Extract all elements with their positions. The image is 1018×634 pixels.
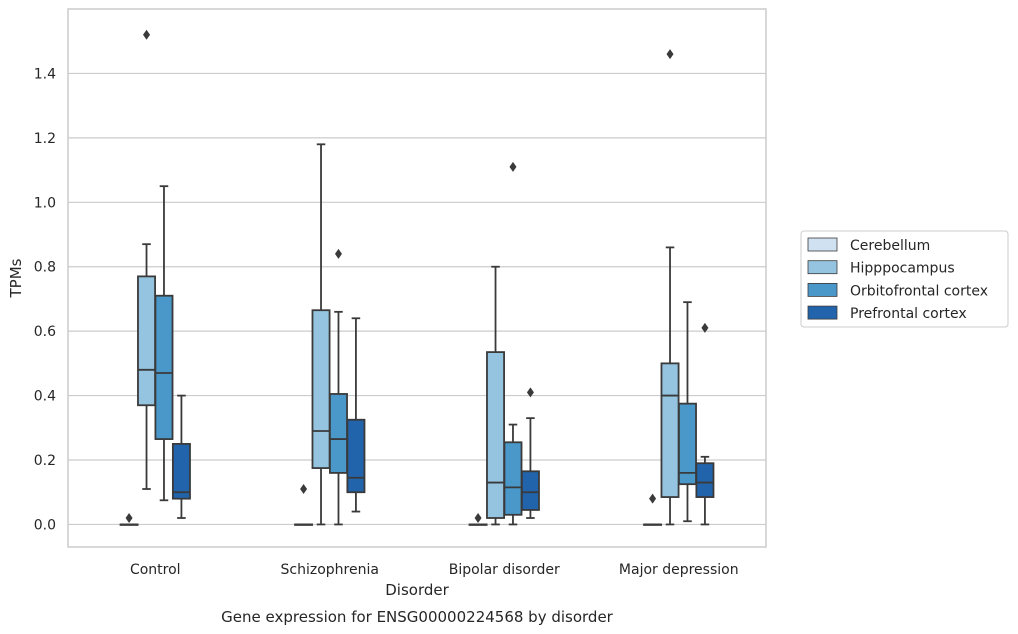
box xyxy=(171,443,191,500)
outlier-point xyxy=(143,29,151,40)
chart-caption: Gene expression for ENSG00000224568 by d… xyxy=(221,608,614,626)
legend-swatch xyxy=(807,237,838,252)
y-tick-label: 0.8 xyxy=(34,260,56,276)
x-tick-label: Bipolar disorder xyxy=(449,562,560,578)
legend-swatch xyxy=(807,305,838,320)
box xyxy=(346,418,366,494)
series-prefrontal-cortex xyxy=(171,317,715,526)
box xyxy=(154,294,174,440)
y-tick-label: 0.0 xyxy=(34,517,56,533)
y-tick-labels: 0.0 0.2 0.4 0.6 0.8 1.0 1.2 1.4 xyxy=(34,66,56,533)
legend-label: Orbitofrontal cortex xyxy=(850,283,988,299)
box xyxy=(503,441,523,516)
y-tick-label: 1.2 xyxy=(34,131,56,147)
legend-swatch xyxy=(807,260,838,275)
y-tick-label: 1.0 xyxy=(34,195,56,211)
outlier-point xyxy=(300,484,308,495)
box xyxy=(486,351,505,519)
y-tick-label: 0.4 xyxy=(34,389,56,405)
outlier-point xyxy=(125,513,133,524)
outlier-point xyxy=(701,322,709,333)
outlier-point xyxy=(526,387,534,398)
legend-label: Prefrontal cortex xyxy=(850,306,967,322)
legend: Cerebellum Hipppocampus Orbitofrontal cort… xyxy=(800,230,1009,328)
box xyxy=(329,393,348,474)
y-axis-label: TPMs xyxy=(7,258,25,298)
box xyxy=(311,309,331,469)
legend-label: Hipppocampus xyxy=(850,261,955,277)
y-tick-label: 0.2 xyxy=(34,453,56,469)
box xyxy=(695,462,715,498)
outlier-point xyxy=(509,161,517,172)
outlier-point xyxy=(649,493,657,504)
legend-label: Cerebellum xyxy=(850,238,930,254)
outlier-point xyxy=(666,49,674,60)
x-tick-labels: Control Schizophrenia Bipolar disorder Majo… xyxy=(130,562,739,578)
box xyxy=(678,402,697,486)
x-tick-label: Control xyxy=(130,562,181,578)
y-tick-label: 0.6 xyxy=(34,324,56,340)
x-axis-label: Disorder xyxy=(385,581,449,599)
box xyxy=(137,275,156,407)
outlier-point xyxy=(334,248,342,259)
series-hipppocampus xyxy=(137,29,680,526)
y-tick-label: 1.4 xyxy=(34,66,56,82)
legend-swatch xyxy=(807,282,838,297)
x-tick-label: Schizophrenia xyxy=(281,562,379,578)
legend-frame xyxy=(800,230,1009,328)
box-series xyxy=(119,29,715,526)
outlier-point xyxy=(474,513,482,524)
series-orbitofrontal-cortex xyxy=(154,161,697,526)
series-cerebellum xyxy=(119,484,663,526)
x-tick-label: Major depression xyxy=(619,562,739,578)
box xyxy=(520,470,540,511)
box xyxy=(660,362,680,498)
